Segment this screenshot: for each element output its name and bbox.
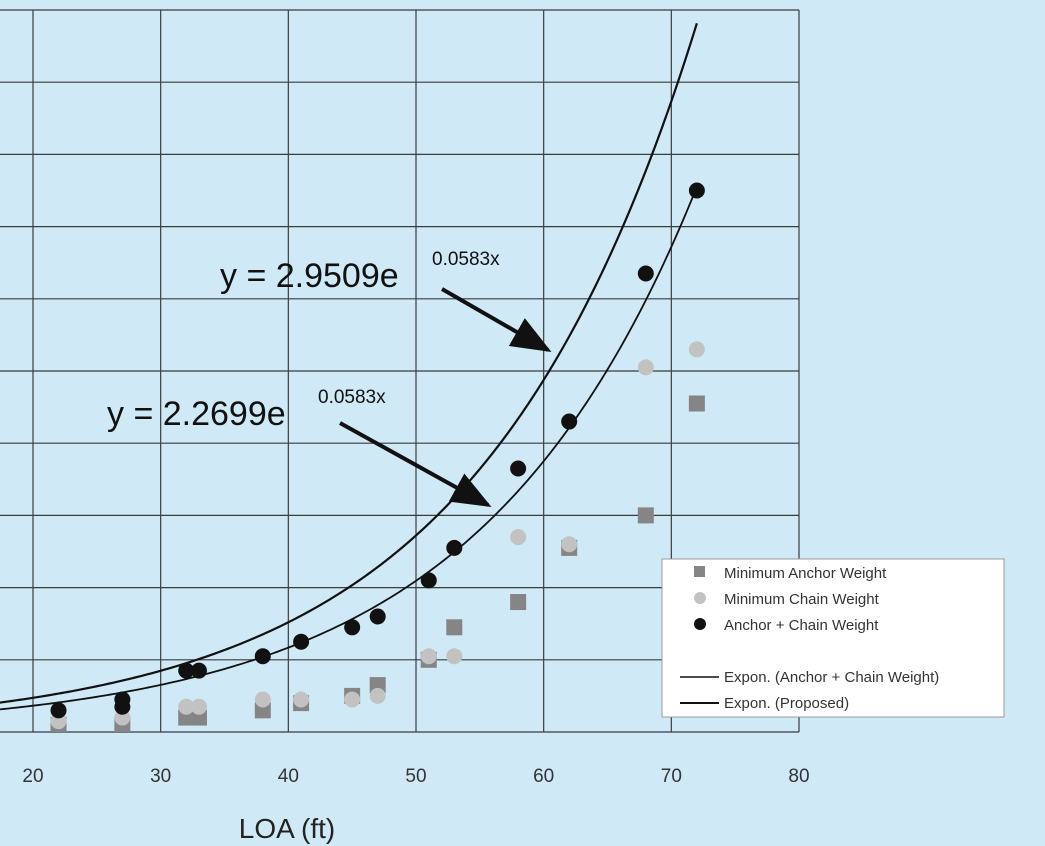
equation-annotation-proposed: y = 2.9509e 0.0583x (220, 249, 552, 352)
minimum-anchor-weight-point (446, 619, 463, 636)
x-tick-labels: 20 30 40 50 60 70 80 (22, 766, 809, 787)
legend-marker-chain-weight (694, 592, 706, 604)
legend-label-expon-fit: Expon. (Anchor + Chain Weight) (724, 669, 939, 686)
equation-fit-arrow (339, 421, 492, 507)
anchor-chain-weight-point (293, 633, 310, 650)
anchor-chain-weight-point (190, 662, 207, 679)
minimum-chain-weight-point (369, 687, 386, 704)
x-tick-label: 60 (533, 766, 554, 787)
minimum-chain-weight-point (510, 529, 527, 546)
anchor-chain-weight-point (369, 608, 386, 625)
x-axis-title: LOA (ft) (239, 813, 335, 844)
minimum-chain-weight-point (637, 359, 654, 376)
x-tick-label: 40 (278, 766, 299, 787)
equation-fit-text: y = 2.2699e (107, 395, 286, 433)
x-tick-label: 20 (22, 766, 43, 787)
x-tick-label: 80 (788, 766, 809, 787)
minimum-anchor-weight-point (637, 507, 654, 524)
equation-proposed-exponent: 0.0583x (432, 249, 500, 270)
minimum-chain-weight-point (254, 691, 271, 708)
x-tick-label: 30 (150, 766, 171, 787)
plot-area (0, 9, 800, 733)
equation-proposed-text: y = 2.9509e (220, 257, 399, 295)
anchor-chain-weight-point (561, 413, 578, 430)
anchor-chain-weight-point (637, 265, 654, 282)
data-points (50, 182, 705, 732)
equation-annotation-fit: y = 2.2699e 0.0583x (107, 387, 492, 507)
legend-label-anchor-weight: Minimum Anchor Weight (724, 565, 887, 582)
x-tick-label: 70 (661, 766, 682, 787)
equation-fit-exponent: 0.0583x (318, 387, 386, 408)
minimum-chain-weight-point (446, 648, 463, 665)
minimum-anchor-weight-point (688, 395, 705, 412)
minimum-chain-weight-point (293, 691, 310, 708)
anchor-chain-weight-point (688, 182, 705, 199)
minimum-chain-weight-point (561, 536, 578, 553)
minimum-anchor-weight-point (510, 594, 527, 611)
minimum-chain-weight-point (688, 341, 705, 358)
trend-curve-proposed (0, 22, 698, 704)
legend: Minimum Anchor Weight Minimum Chain Weig… (661, 558, 1005, 718)
anchor-chain-weight-point (420, 572, 437, 589)
minimum-chain-weight-point (344, 691, 361, 708)
equation-proposed-arrow (441, 287, 552, 352)
anchor-chain-weight-point (446, 539, 463, 556)
legend-marker-anchor-weight (694, 566, 705, 577)
anchor-chain-weight-point (114, 691, 131, 708)
legend-label-anchor-chain-weight: Anchor + Chain Weight (724, 617, 879, 634)
legend-label-chain-weight: Minimum Chain Weight (724, 591, 880, 608)
anchor-chain-weight-point (510, 460, 527, 477)
anchor-chain-weight-point (178, 662, 195, 679)
legend-label-expon-proposed: Expon. (Proposed) (724, 695, 849, 712)
minimum-chain-weight-point (178, 698, 195, 715)
legend-box (661, 558, 1005, 718)
x-tick-label: 50 (405, 766, 426, 787)
anchor-chain-weight-point (50, 702, 67, 719)
minimum-chain-weight-point (420, 648, 437, 665)
anchor-chain-weight-point (254, 648, 271, 665)
legend-marker-anchor-chain-weight (694, 618, 706, 630)
minimum-chain-weight-point (190, 698, 207, 715)
anchor-chain-weight-point (344, 619, 361, 636)
